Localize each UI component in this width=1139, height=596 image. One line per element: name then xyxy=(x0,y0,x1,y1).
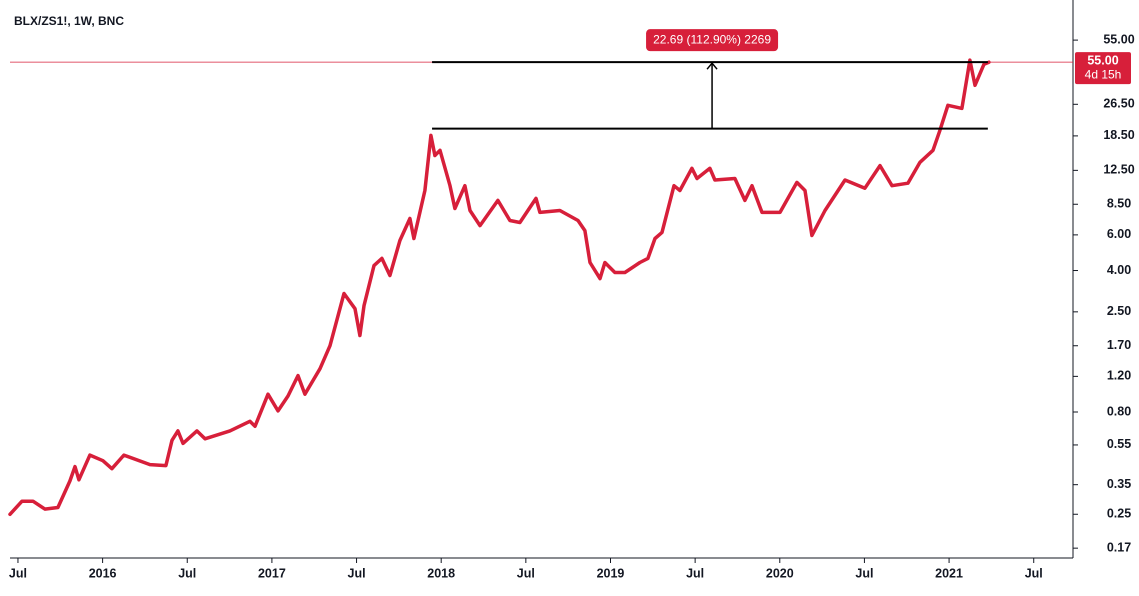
y-tick-label: 0.17 xyxy=(1107,540,1131,554)
x-tick-label: 2017 xyxy=(258,566,286,580)
price-tag-countdown: 4d 15h xyxy=(1085,67,1122,81)
x-tick-label: Jul xyxy=(178,566,196,580)
measure-arrowhead xyxy=(706,62,718,70)
y-tick-label: 1.70 xyxy=(1107,338,1131,352)
y-tick-label: 18.50 xyxy=(1103,128,1134,142)
x-tick-label: Jul xyxy=(9,566,27,580)
measure-label-box xyxy=(646,29,779,52)
y-tick-label: 12.50 xyxy=(1103,163,1134,177)
x-tick-label: 2020 xyxy=(766,566,794,580)
y-tick-label: 8.50 xyxy=(1107,197,1131,211)
y-tick-label: 6.00 xyxy=(1107,227,1131,241)
x-tick-label: 2019 xyxy=(597,566,625,580)
x-tick-label: Jul xyxy=(686,566,704,580)
y-tick-label: 1.20 xyxy=(1107,369,1131,383)
x-tick-label: Jul xyxy=(1025,566,1043,580)
y-tick-label: 55.00 xyxy=(1103,32,1134,46)
y-tick-label: 4.00 xyxy=(1107,263,1131,277)
measure-label: 22.69 (112.90%) 2269 xyxy=(653,32,771,46)
x-tick-label: 2018 xyxy=(427,566,455,580)
x-tick-label: 2016 xyxy=(89,566,117,580)
chart-title: BLX/ZS1!, 1W, BNC xyxy=(14,14,124,28)
y-tick-label: 0.25 xyxy=(1107,507,1131,521)
x-tick-label: Jul xyxy=(855,566,873,580)
y-tick-label: 0.55 xyxy=(1107,437,1131,451)
y-tick-label: 0.80 xyxy=(1107,404,1131,418)
y-tick-label: 2.50 xyxy=(1107,304,1131,318)
y-tick-label: 0.35 xyxy=(1107,477,1131,491)
x-tick-label: Jul xyxy=(517,566,535,580)
y-tick-label: 26.50 xyxy=(1103,97,1134,111)
price-tag xyxy=(1075,52,1131,85)
x-tick-label: Jul xyxy=(348,566,366,580)
x-tick-label: 2021 xyxy=(935,566,963,580)
price-line-series xyxy=(8,58,991,517)
price-tag-value: 55.00 xyxy=(1087,53,1118,67)
